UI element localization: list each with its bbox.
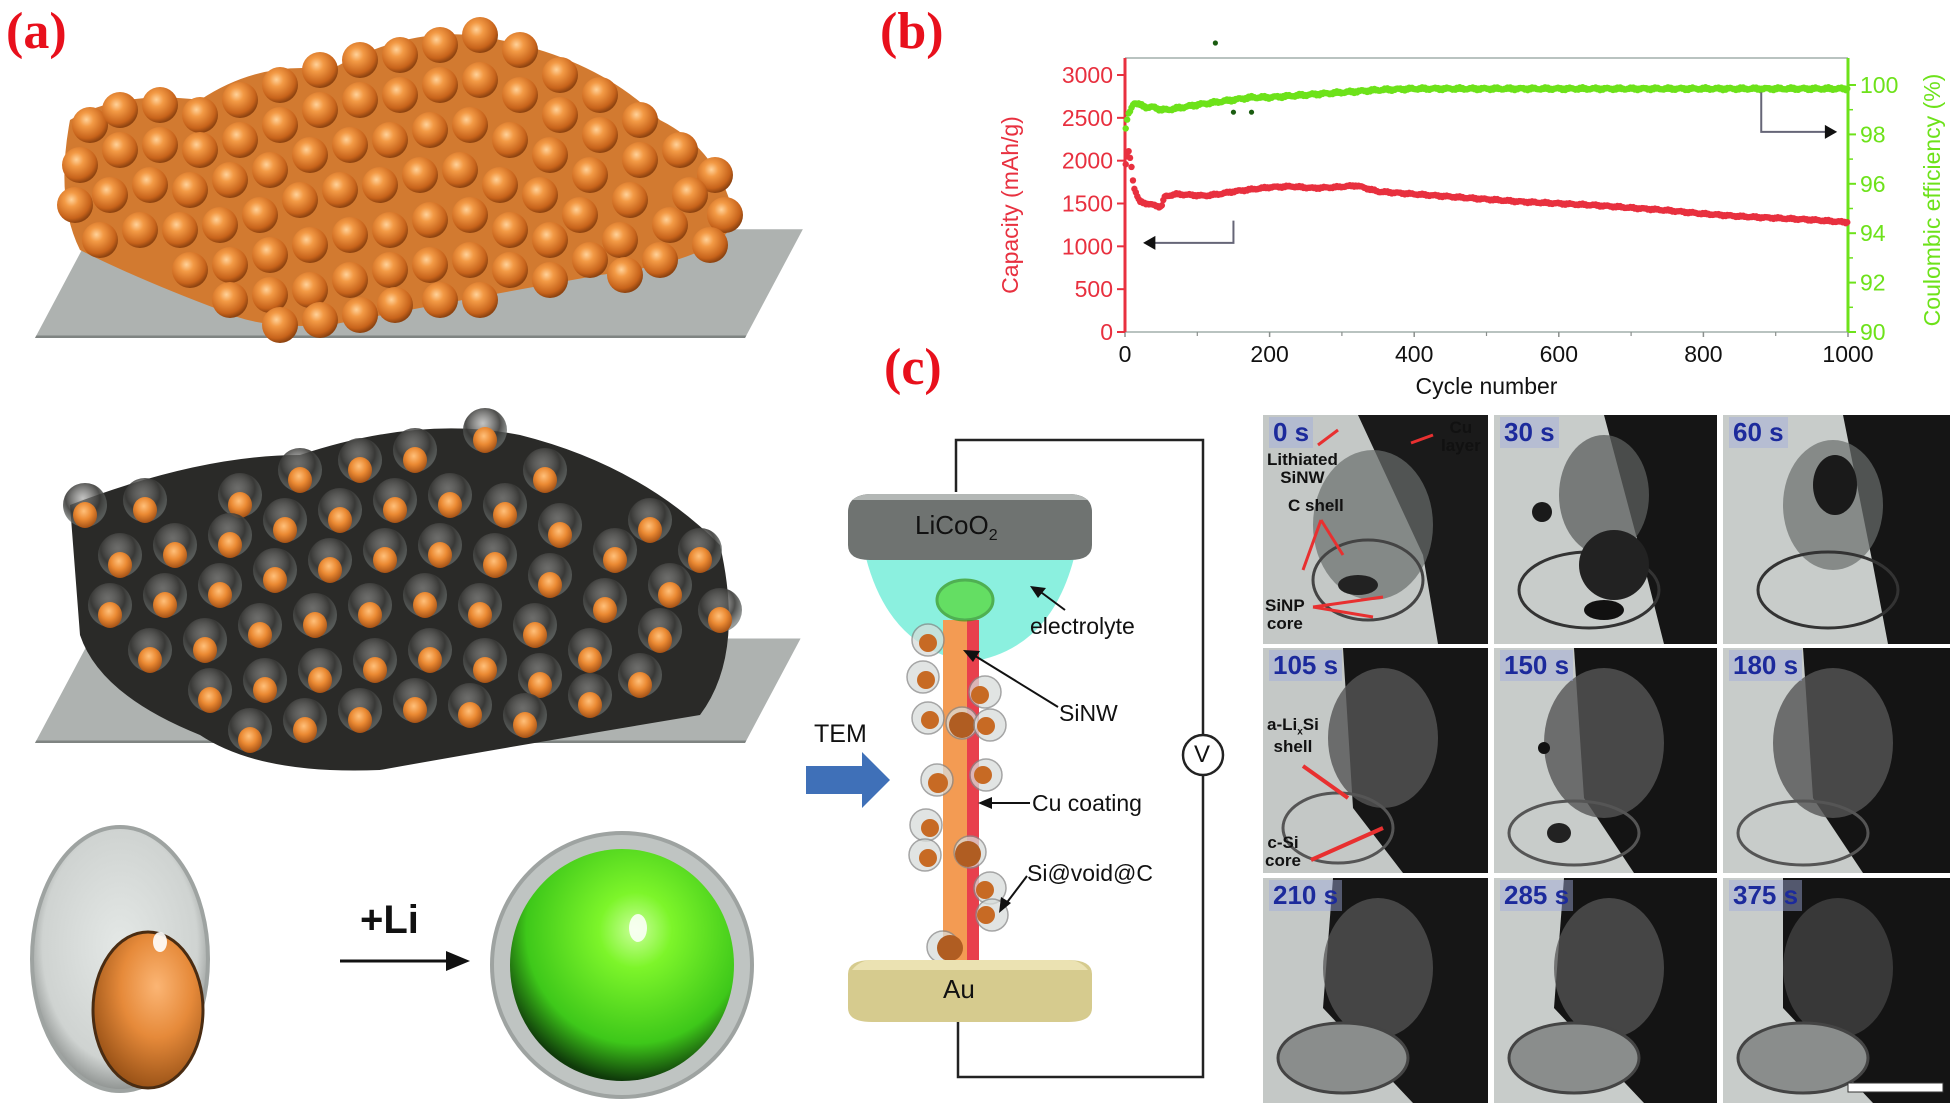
left-tick-label: 3000 xyxy=(1062,62,1113,88)
left-axis-label: Capacity (mAh/g) xyxy=(1000,116,1023,294)
right-tick-label: 92 xyxy=(1860,270,1886,296)
lithiation-illustration: +Li xyxy=(0,800,790,1111)
plus-li-label: +Li xyxy=(360,898,419,942)
bare-si-particle-film xyxy=(0,0,803,395)
tem-frame: 375 s xyxy=(1723,878,1950,1103)
panel-b-label: (b) xyxy=(880,3,944,60)
tem-image xyxy=(1263,415,1488,644)
in-situ-tem-schematic: LiCoO2 Au V TEM electrolyte SiNW Cu coat… xyxy=(780,400,1240,1111)
right-tick-label: 98 xyxy=(1860,121,1886,147)
chart-plot: 0 200 400 600 800 1000 Cycle number 0 500 1000 150… xyxy=(1000,40,1945,399)
tem-beam-label: TEM xyxy=(814,720,867,748)
x-tick-label: 0 xyxy=(1119,341,1132,367)
si-void-c-particles xyxy=(906,623,1009,964)
tem-frame: 30 s xyxy=(1494,415,1717,644)
cathode-label: LiCoO2 xyxy=(915,510,998,545)
si-yolk-shell-before xyxy=(30,825,210,1093)
tem-image xyxy=(1263,878,1488,1103)
efficiency-series xyxy=(1122,84,1851,132)
si-particle-cluster xyxy=(57,17,743,343)
tem-frame: 0 s Lithiated SiNW Cu layer C shell SiNP co… xyxy=(1263,415,1488,644)
x-tick-label: 400 xyxy=(1395,341,1433,367)
x-tick-label: 800 xyxy=(1684,341,1722,367)
lithiated-sphere-after xyxy=(490,831,754,1099)
x-tick-label: 1000 xyxy=(1822,341,1873,367)
right-axis-label: Coulombic efficiency (%) xyxy=(1919,74,1945,327)
tem-image xyxy=(1723,648,1950,873)
tem-note-alisi-shell: a-LixSi shell xyxy=(1267,715,1319,756)
tem-timestamp: 0 s xyxy=(1269,417,1314,448)
tem-note-sinp-core: SiNP core xyxy=(1265,596,1305,633)
cycling-chart: 0 200 400 600 800 1000 Cycle number 0 500 1000 150… xyxy=(1000,40,1955,410)
right-arrow-icon xyxy=(340,951,470,971)
yolk-shell-particle-film xyxy=(0,395,801,795)
tem-timestamp: 150 s xyxy=(1500,650,1574,681)
x-tick-label: 200 xyxy=(1250,341,1288,367)
circuit-wire xyxy=(806,438,1225,1079)
tem-frame: 60 s xyxy=(1723,415,1950,644)
right-tick-label: 96 xyxy=(1860,171,1886,197)
tem-timestamp: 285 s xyxy=(1500,880,1574,911)
left-tick-label: 2000 xyxy=(1062,148,1113,174)
left-tick-label: 0 xyxy=(1100,319,1113,345)
cu-coating-label: Cu coating xyxy=(1032,790,1142,816)
right-tick-label: 100 xyxy=(1860,72,1898,98)
tem-note-cu-layer: Cu layer xyxy=(1441,418,1481,455)
tem-timestamp: 375 s xyxy=(1729,880,1803,911)
voltmeter-label: V xyxy=(1194,741,1211,768)
yolk-shell-cluster xyxy=(63,408,742,771)
tem-frame: 285 s xyxy=(1494,878,1717,1103)
outlier-point xyxy=(1230,109,1237,115)
tem-image xyxy=(1494,415,1717,644)
right-axis-arrow xyxy=(1760,92,1830,133)
tem-image xyxy=(1494,878,1717,1103)
left-tick-label: 1000 xyxy=(1062,233,1113,259)
tem-frame: 105 s a-LixSi shell c-Si core xyxy=(1263,648,1488,873)
x-tick-label: 600 xyxy=(1540,341,1578,367)
outlier-point xyxy=(1212,40,1218,46)
electrolyte-label: electrolyte xyxy=(1030,613,1135,639)
left-axis-arrow xyxy=(1146,220,1235,244)
tem-frame: 210 s xyxy=(1263,878,1488,1103)
particle-label: Si@void@C xyxy=(1027,860,1153,886)
x-axis-label: Cycle number xyxy=(1416,373,1558,399)
tem-timestamp: 105 s xyxy=(1269,650,1343,681)
right-tick-label: 94 xyxy=(1860,220,1886,246)
tem-image xyxy=(1723,415,1950,644)
tem-note-lithiated-sinw: Lithiated SiNW xyxy=(1267,450,1338,487)
right-tick-label: 90 xyxy=(1860,319,1886,345)
sinw-label: SiNW xyxy=(1059,700,1118,726)
tem-frame: 150 s xyxy=(1494,648,1717,873)
tem-note-csi-core: c-Si core xyxy=(1265,833,1301,870)
tem-timestamp: 30 s xyxy=(1500,417,1559,448)
tem-timestamp: 180 s xyxy=(1729,650,1803,681)
tem-frame: 180 s xyxy=(1723,648,1950,873)
tem-timestamp: 210 s xyxy=(1269,880,1343,911)
left-tick-label: 2500 xyxy=(1062,105,1113,131)
tem-image xyxy=(1723,878,1950,1103)
left-tick-label: 1500 xyxy=(1062,191,1113,217)
tem-frame-grid: 0 s Lithiated SiNW Cu layer C shell SiNP co… xyxy=(1263,415,1953,1105)
capacity-series xyxy=(1122,147,1851,227)
tem-timestamp: 60 s xyxy=(1729,417,1788,448)
left-tick-label: 500 xyxy=(1075,276,1113,302)
tem-note-c-shell: C shell xyxy=(1288,496,1344,515)
panel-a-label: (a) xyxy=(6,3,67,60)
tem-image xyxy=(1263,648,1488,873)
panel-c-label: (c) xyxy=(884,339,942,396)
tem-image xyxy=(1494,648,1717,873)
outlier-point xyxy=(1248,109,1255,115)
anode-label: Au xyxy=(943,974,975,1004)
